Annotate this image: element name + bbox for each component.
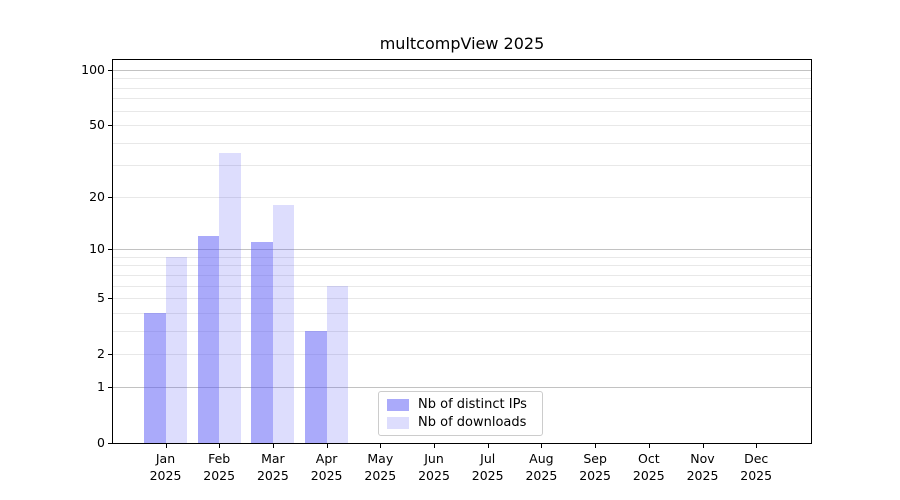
gridline-minor (113, 78, 811, 80)
x-tick-mark-nov (702, 444, 704, 448)
x-tick-label-oct: Oct 2025 (632, 451, 665, 483)
legend: Nb of distinct IPs Nb of downloads (378, 391, 543, 436)
y-tick-mark-2 (108, 354, 112, 356)
y-tick-mark-5 (108, 298, 112, 300)
legend-item-downloads: Nb of downloads (387, 415, 542, 430)
x-tick-mark-mar (272, 444, 274, 448)
x-tick-mark-sep (595, 444, 597, 448)
x-tick-mark-aug (541, 444, 543, 448)
x-tick-mark-may (380, 444, 382, 448)
x-tick-mark-jun (434, 444, 435, 448)
gridline-minor (113, 256, 811, 258)
y-tick-label-100: 100 (81, 61, 105, 77)
bar-downloads-jan (165, 256, 187, 443)
y-tick-mark-50 (108, 125, 112, 126)
gridline-minor (113, 312, 811, 314)
gridline-major (113, 249, 811, 251)
x-tick-label-dec: Dec 2025 (740, 451, 773, 483)
x-tick-label-jul: Jul 2025 (471, 451, 504, 483)
gridline-minor (113, 142, 811, 144)
legend-item-distinct-ips: Nb of distinct IPs (387, 397, 542, 412)
y-tick-mark-1 (108, 386, 112, 388)
x-tick-mark-apr (326, 444, 328, 448)
y-tick-label-1: 1 (97, 378, 105, 394)
gridline-minor (113, 87, 811, 89)
y-tick-label-10: 10 (89, 241, 105, 257)
y-tick-mark-0 (108, 443, 112, 444)
gridline-major (113, 69, 811, 71)
gridline-minor (113, 274, 811, 276)
x-tick-label-aug: Aug 2025 (525, 451, 558, 483)
gridline-minor (113, 98, 811, 100)
bar-distinct-ips-apr (305, 330, 327, 443)
gridline-major (113, 386, 811, 388)
x-tick-mark-jul (487, 444, 489, 448)
x-tick-label-sep: Sep 2025 (579, 451, 611, 483)
bar-distinct-ips-feb (197, 235, 220, 443)
plot-area (112, 59, 812, 444)
bar-distinct-ips-jan (144, 312, 166, 443)
x-tick-label-nov: Nov 2025 (686, 451, 719, 483)
y-tick-label-20: 20 (89, 188, 105, 204)
gridline-minor (113, 165, 811, 167)
x-tick-label-jun: Jun 2025 (418, 451, 450, 483)
bar-distinct-ips-mar (251, 242, 273, 443)
x-tick-label-jan: Jan 2025 (149, 451, 182, 483)
gridline-minor (113, 330, 811, 332)
gridline-minor (113, 298, 811, 300)
chart-title: multcompView 2025 (379, 34, 545, 53)
bar-downloads-mar (272, 204, 295, 443)
y-tick-mark-10 (108, 249, 112, 251)
x-tick-mark-jan (165, 444, 167, 448)
y-tick-label-50: 50 (89, 117, 105, 132)
y-tick-label-2: 2 (97, 346, 105, 362)
x-tick-mark-dec (756, 444, 758, 448)
x-tick-label-mar: Mar 2025 (256, 451, 289, 483)
bar-downloads-apr (326, 285, 349, 443)
gridline-minor (113, 125, 811, 126)
legend-label-downloads: Nb of downloads (418, 415, 527, 430)
legend-swatch-distinct-ips (387, 398, 409, 411)
x-tick-mark-oct (648, 444, 650, 448)
legend-swatch-downloads (387, 416, 409, 429)
legend-label-distinct-ips: Nb of distinct IPs (418, 397, 527, 412)
gridline-minor (113, 354, 811, 356)
y-tick-label-0: 0 (97, 435, 105, 450)
x-tick-label-may: May 2025 (364, 451, 397, 483)
x-tick-label-apr: Apr 2025 (310, 451, 343, 483)
y-tick-label-5: 5 (97, 290, 105, 306)
y-tick-mark-20 (108, 196, 112, 198)
gridline-minor (113, 110, 811, 112)
x-tick-mark-feb (219, 444, 221, 448)
gridline-minor (113, 285, 811, 287)
y-tick-mark-100 (108, 69, 112, 71)
gridline-minor (113, 265, 811, 267)
bar-downloads-feb (219, 153, 241, 443)
x-tick-label-feb: Feb 2025 (203, 451, 236, 483)
gridline-minor (113, 196, 811, 198)
